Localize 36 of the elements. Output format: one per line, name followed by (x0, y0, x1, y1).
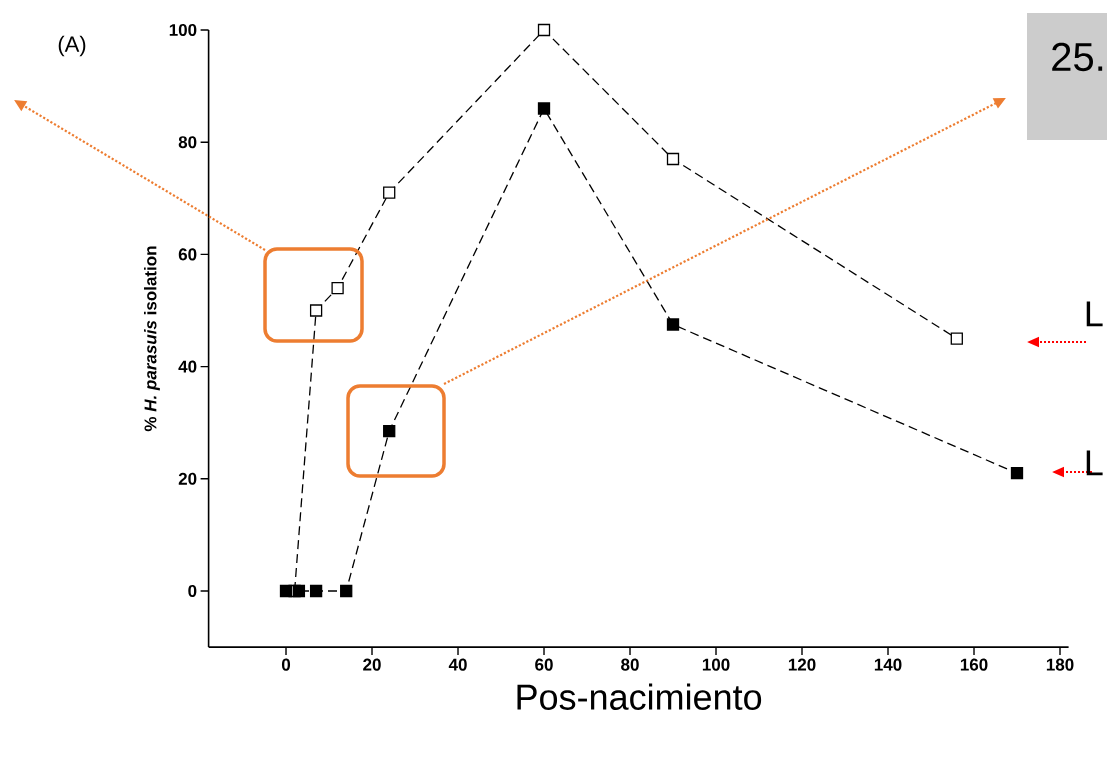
y-tick-label: 0 (188, 584, 197, 598)
y-tick-label: 60 (178, 248, 197, 261)
x-tick-label: 80 (621, 658, 639, 671)
point (279, 584, 293, 598)
point (309, 584, 323, 598)
text: L (1086, 301, 1103, 327)
x-tick-label: 120 (788, 658, 816, 671)
point (340, 584, 353, 598)
point (537, 102, 551, 115)
x-axis-title: Pos-nacimiento (517, 683, 762, 710)
point (666, 318, 680, 331)
y-tick-label: 100 (169, 23, 197, 37)
y-tick-label: 80 (178, 136, 197, 149)
y-tick-label: 20 (178, 472, 197, 485)
x-tick-label: 160 (960, 658, 988, 671)
x-tick-label: 180 (1046, 658, 1074, 671)
point (383, 186, 396, 199)
x-tick-label: 0 (281, 658, 291, 671)
point (950, 332, 963, 345)
annotation: 25. (1052, 42, 1103, 72)
y-axis-title: % H. parasuis isolation (144, 246, 160, 432)
x-tick-label: 40 (448, 658, 467, 671)
point (666, 152, 680, 166)
x-tick-label: 140 (874, 658, 902, 671)
y-tick-label: 40 (178, 360, 197, 373)
point (537, 23, 551, 37)
point (331, 281, 344, 295)
x-tick-label: 20 (363, 658, 381, 671)
text: L (1086, 450, 1103, 476)
x-tick-label: 60 (535, 658, 553, 671)
text: (A) (58, 35, 86, 57)
point (309, 304, 323, 317)
point (383, 424, 396, 438)
x-tick-label: 100 (702, 658, 730, 671)
point (1010, 467, 1024, 480)
point (292, 584, 306, 598)
